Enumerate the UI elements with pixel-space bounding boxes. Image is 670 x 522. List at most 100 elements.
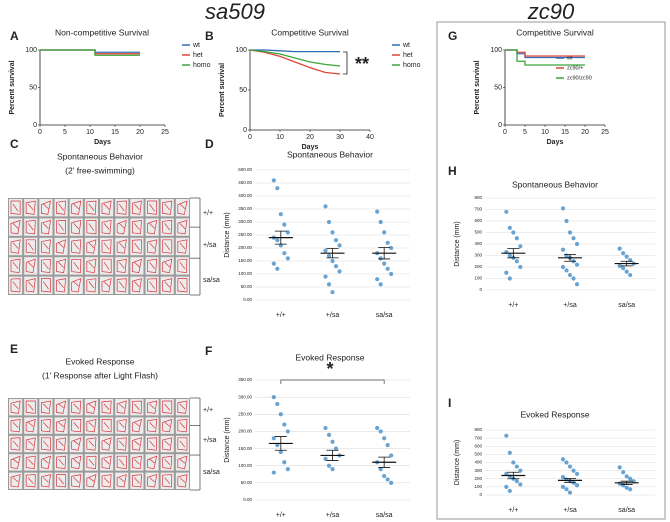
x-tick-label: sa/sa [376, 512, 393, 519]
data-point [278, 212, 283, 217]
error-bar [274, 230, 287, 245]
track [116, 258, 127, 273]
data-point [326, 432, 332, 437]
y-tick-label: 100 [474, 276, 482, 281]
track [56, 278, 67, 293]
track [56, 258, 67, 273]
track [162, 474, 173, 488]
track [147, 200, 158, 215]
error-bar [274, 436, 287, 451]
track [10, 258, 21, 273]
track [147, 278, 158, 293]
chart-title: Evoked Response [521, 409, 590, 419]
data-point [628, 272, 633, 278]
y-axis-label: Distance (mm) [454, 440, 461, 486]
y-tick-label: 100 [25, 47, 37, 54]
data-point [560, 247, 566, 252]
y-tick-label: 500.00 [238, 167, 252, 172]
data-point [378, 219, 383, 225]
track [56, 437, 67, 451]
x-tick-label: 15 [111, 129, 119, 136]
error-bar [620, 480, 633, 485]
y-axis-label: Percent survival [219, 63, 226, 117]
legend-label: homo [403, 62, 421, 69]
panel-letter: E [10, 342, 18, 356]
photo [8, 198, 190, 295]
y-tick-label: 50 [239, 87, 247, 94]
track [147, 418, 158, 433]
data-point [375, 277, 380, 282]
data-point [567, 230, 573, 235]
data-point [621, 483, 626, 488]
error-bar [564, 477, 576, 483]
x-tick-label: 20 [581, 129, 589, 136]
bracket [280, 379, 385, 384]
data-point [567, 464, 573, 469]
data-point [333, 264, 339, 269]
annotation: * [326, 359, 333, 379]
track [86, 200, 97, 215]
panel-letter: G [448, 29, 457, 43]
x-tick-label: sa/sa [618, 302, 635, 309]
data-point [275, 266, 280, 271]
data-point [507, 488, 512, 494]
track [86, 437, 97, 451]
panel-letter: D [205, 137, 214, 151]
data-point [282, 222, 287, 227]
data-point [389, 453, 394, 458]
track [71, 474, 82, 488]
data-point [278, 412, 283, 417]
data-point [567, 490, 573, 495]
data-point [518, 482, 523, 487]
y-tick-label: 300.00 [238, 394, 252, 399]
track [86, 474, 97, 488]
data-point [511, 230, 516, 235]
x-tick-label: sa/sa [618, 507, 635, 514]
track [162, 278, 173, 293]
track [177, 258, 188, 273]
error-bar [620, 260, 633, 267]
x-tick-label: 5 [63, 129, 67, 136]
data-point [564, 268, 569, 273]
data-point [382, 230, 387, 235]
track [116, 400, 127, 414]
track [147, 219, 158, 235]
track [116, 455, 127, 469]
track [71, 400, 82, 414]
y-tick-label: 200 [474, 476, 482, 481]
track [101, 400, 112, 414]
data-point [330, 258, 335, 264]
data-point [282, 251, 287, 256]
data-point [507, 276, 512, 281]
y-tick-label: 150.00 [238, 258, 252, 263]
track [56, 200, 67, 215]
error-bar [326, 248, 339, 259]
x-tick-label: +/+ [276, 312, 286, 319]
data-point [574, 483, 580, 488]
data-point [507, 253, 512, 258]
track [86, 418, 97, 433]
legend-label: wt [192, 42, 200, 49]
track [86, 258, 97, 273]
data-point [285, 467, 290, 472]
y-tick-label: 600 [474, 443, 482, 448]
track [25, 220, 36, 235]
error-bar [507, 248, 520, 259]
data-point [271, 470, 276, 475]
track [177, 455, 188, 469]
track [131, 437, 142, 451]
x-tick-label: 25 [161, 129, 169, 136]
row-label: +/+ [203, 407, 213, 414]
track [131, 258, 142, 273]
well [100, 435, 114, 453]
panel-letter: C [10, 137, 19, 151]
track [116, 219, 127, 235]
data-point [624, 269, 629, 274]
y-tick-label: 400 [474, 460, 482, 465]
well [115, 472, 129, 489]
data-point [628, 487, 633, 492]
data-point [621, 251, 626, 256]
data-point [271, 395, 276, 400]
y-tick-label: 200.00 [238, 429, 252, 434]
bracket [343, 51, 348, 75]
